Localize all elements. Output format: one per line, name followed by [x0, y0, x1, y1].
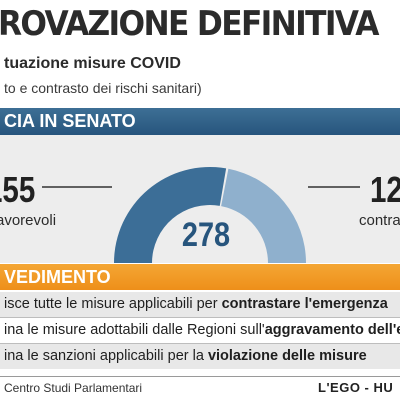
vote-gauge: [42, 167, 360, 263]
list-item-highlight: contrastare l'emergenza: [221, 296, 388, 312]
favorevoli-count: 155: [0, 169, 36, 210]
subtitle: tuazione misure COVID: [4, 55, 181, 72]
favorevoli-arc: [114, 167, 227, 263]
divider: [0, 343, 400, 344]
list-item: isce tutte le misure applicabili per con…: [0, 292, 400, 317]
contrari-count: 12: [370, 169, 400, 210]
subtitle-detail: to e contrasto dei rischi sanitari): [4, 80, 202, 96]
footer-divider: [0, 376, 400, 377]
list-item-text: ina le sanzioni applicabili per la: [4, 348, 208, 364]
footer-brand: L'EGO - HU: [318, 380, 394, 395]
divider: [0, 317, 400, 318]
footer-source: Centro Studi Parlamentari: [4, 381, 143, 395]
contrari-label: contra: [359, 212, 400, 229]
list-item-text: isce tutte le misure applicabili per: [4, 296, 222, 312]
senate-section-label: CIA IN SENATO: [4, 111, 136, 131]
list-item: ina le misure adottabili dalle Regioni s…: [0, 318, 400, 343]
senate-section-header: CIA IN SENATO: [0, 108, 400, 137]
total-votes: 278: [181, 216, 231, 254]
contrari-arc: [221, 168, 306, 263]
list-item-text: ina le misure adottabili dalle Regioni s…: [4, 322, 265, 338]
favorevoli-label: avorevoli: [0, 212, 57, 229]
provvedimento-header: VEDIMENTO: [0, 264, 400, 290]
list-item-highlight: violazione delle misure: [207, 348, 367, 364]
page-title: ROVAZIONE DEFINITIVA: [0, 4, 379, 44]
list-item: ina le sanzioni applicabili per la viola…: [0, 344, 400, 369]
list-item-highlight: aggravamento dell'emer: [264, 322, 400, 338]
provvedimento-label: VEDIMENTO: [4, 267, 111, 287]
